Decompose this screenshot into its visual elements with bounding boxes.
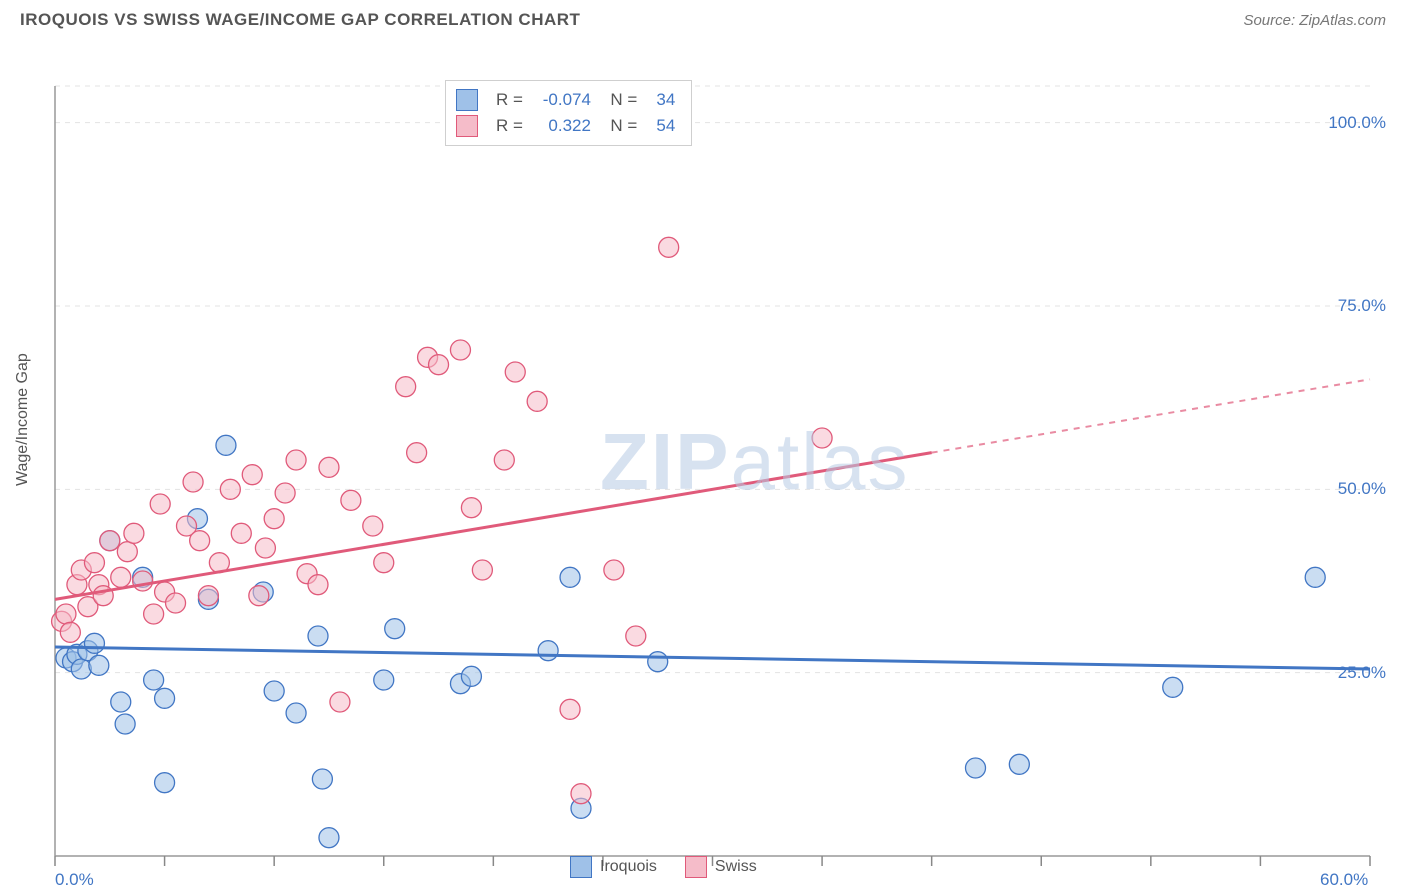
scatter-chart	[0, 36, 1406, 886]
stats-legend-box: R = -0.074 N = 34 R = 0.322 N = 54	[445, 80, 692, 146]
bottom-legend: Iroquois Swiss	[570, 856, 757, 878]
iroquois-n-value: 34	[647, 87, 675, 113]
stats-row-swiss: R = 0.322 N = 54	[456, 113, 675, 139]
x-tick-label: 60.0%	[1320, 870, 1368, 890]
iroquois-swatch-icon	[456, 89, 478, 111]
stats-row-iroquois: R = -0.074 N = 34	[456, 87, 675, 113]
legend-label-swiss: Swiss	[715, 858, 757, 876]
swiss-n-value: 54	[647, 113, 675, 139]
legend-label-iroquois: Iroquois	[600, 858, 657, 876]
x-tick-label: 0.0%	[55, 870, 94, 890]
iroquois-legend-swatch-icon	[570, 856, 592, 878]
iroquois-r-value: -0.074	[533, 87, 591, 113]
legend-item-iroquois: Iroquois	[570, 856, 657, 878]
swiss-legend-swatch-icon	[685, 856, 707, 878]
chart-title: IROQUOIS VS SWISS WAGE/INCOME GAP CORREL…	[20, 10, 580, 30]
y-axis-label: Wage/Income Gap	[14, 353, 32, 486]
y-tick-label: 50.0%	[1338, 479, 1386, 499]
y-tick-label: 75.0%	[1338, 296, 1386, 316]
swiss-r-value: 0.322	[533, 113, 591, 139]
chart-container: Wage/Income Gap ZIPatlas R = -0.074 N = …	[0, 36, 1406, 886]
y-tick-label: 25.0%	[1338, 663, 1386, 683]
source-label: Source: ZipAtlas.com	[1243, 12, 1386, 29]
swiss-swatch-icon	[456, 115, 478, 137]
y-tick-label: 100.0%	[1328, 113, 1386, 133]
legend-item-swiss: Swiss	[685, 856, 757, 878]
